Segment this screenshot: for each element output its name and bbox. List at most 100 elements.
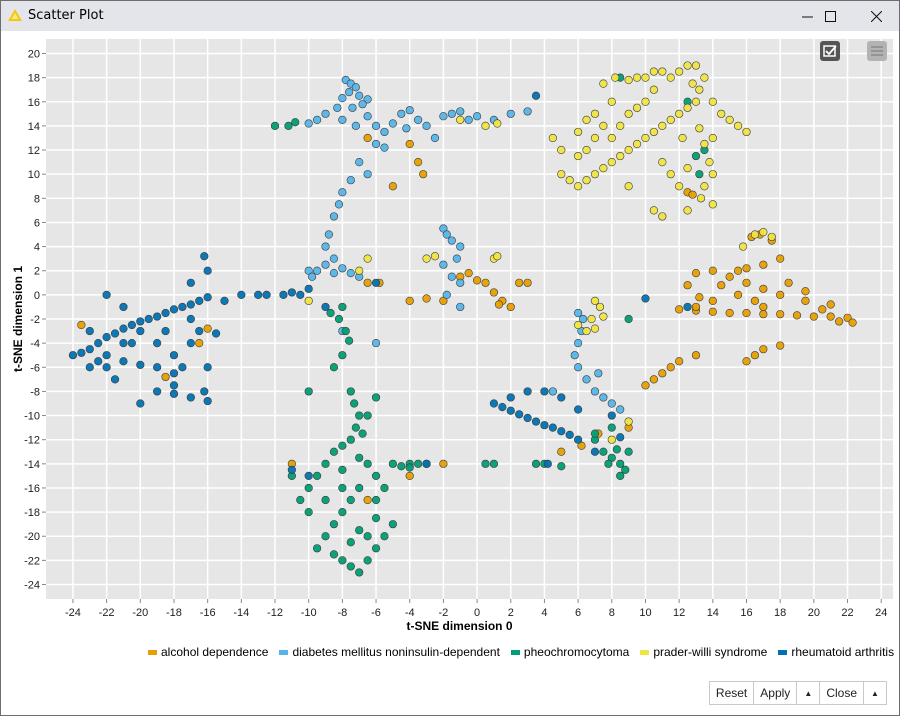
data-point <box>203 266 212 275</box>
minimize-button[interactable] <box>784 1 830 31</box>
data-point <box>153 339 162 348</box>
data-point <box>582 145 591 155</box>
data-point <box>489 399 499 408</box>
data-point <box>696 194 706 203</box>
menu-button[interactable] <box>867 41 887 61</box>
data-point <box>776 310 785 319</box>
legend-item[interactable]: rheumatoid arthritis <box>778 645 894 659</box>
data-point <box>649 85 658 94</box>
close-button[interactable]: Close <box>819 681 864 705</box>
data-point <box>481 278 490 287</box>
data-point <box>574 435 583 444</box>
data-point <box>750 230 760 239</box>
data-point <box>296 495 305 505</box>
data-point <box>262 290 271 299</box>
close-window-button[interactable] <box>853 1 899 31</box>
data-point <box>759 345 768 354</box>
legend-item[interactable]: pheochromocytoma <box>510 645 629 659</box>
legend-item[interactable]: alcohol dependence <box>148 645 268 659</box>
data-point <box>582 115 591 124</box>
x-tick-label: 20 <box>808 607 820 619</box>
data-point <box>611 73 620 82</box>
data-point <box>624 109 633 118</box>
data-point <box>540 421 549 430</box>
y-tick-label: -24 <box>24 580 40 592</box>
data-point <box>338 441 347 450</box>
x-tick-label: 16 <box>740 607 752 619</box>
data-point <box>110 329 120 338</box>
data-point <box>195 326 204 336</box>
legend-swatch <box>640 649 650 655</box>
data-point <box>200 387 209 396</box>
data-point <box>759 228 768 237</box>
window-title: Scatter Plot <box>28 8 104 23</box>
data-point <box>649 206 658 215</box>
button-bar: Reset Apply ▲ Close ▲ <box>708 681 887 705</box>
data-point <box>776 290 785 299</box>
legend-item[interactable]: diabetes mellitus noninsulin-dependent <box>279 645 500 659</box>
data-point <box>599 79 608 88</box>
reset-button[interactable]: Reset <box>708 681 755 705</box>
legend-item[interactable]: prader-willi syndrome <box>640 645 767 659</box>
data-point <box>388 182 397 191</box>
maximize-button[interactable] <box>807 1 853 31</box>
data-point <box>304 296 313 305</box>
data-point <box>683 281 692 290</box>
data-point <box>683 206 692 215</box>
data-point <box>346 495 355 505</box>
data-point <box>616 405 625 414</box>
data-point <box>590 296 600 305</box>
close-dropdown-button[interactable]: ▲ <box>863 681 887 705</box>
x-tick-label: 4 <box>541 607 547 619</box>
data-point <box>442 290 451 299</box>
data-point <box>708 133 717 143</box>
data-point <box>414 459 423 468</box>
data-point <box>304 119 313 128</box>
x-tick-label: 12 <box>673 607 685 619</box>
apply-dropdown-button[interactable]: ▲ <box>796 681 821 705</box>
data-point <box>304 471 313 480</box>
data-point <box>414 158 423 167</box>
data-point <box>632 73 642 82</box>
data-point <box>422 459 431 468</box>
data-point <box>380 483 389 493</box>
y-axis-label: t-SNE dimension 1 <box>11 266 25 372</box>
data-point <box>456 242 465 251</box>
data-point <box>675 305 684 314</box>
data-point <box>447 236 456 245</box>
data-point <box>675 182 684 191</box>
data-point <box>733 266 743 275</box>
scatter-plot[interactable]: -24 -22 -20 -18 -16 -14 -12 -10 -8 -6 -4 -2 0 2 4 6 8 10 1… <box>1 31 899 631</box>
y-tick-label: 0 <box>34 290 40 302</box>
data-point <box>599 164 608 173</box>
data-point <box>371 495 381 505</box>
data-point <box>397 462 406 471</box>
data-point <box>94 339 103 348</box>
data-point <box>574 127 583 137</box>
data-point <box>363 556 372 565</box>
data-point <box>307 272 317 281</box>
data-point <box>127 339 136 348</box>
x-tick-label: -2 <box>439 607 449 619</box>
data-point <box>304 387 313 396</box>
data-point <box>110 375 120 384</box>
data-point <box>506 109 515 118</box>
data-point <box>348 103 357 112</box>
data-point <box>607 399 616 408</box>
data-point <box>675 357 684 366</box>
x-tick-label: -16 <box>200 607 216 619</box>
data-point <box>346 538 355 547</box>
data-point <box>574 405 583 414</box>
data-point <box>321 109 330 118</box>
data-point <box>338 465 347 474</box>
apply-button[interactable]: Apply <box>753 681 798 705</box>
selection-toggle-button[interactable] <box>820 41 840 61</box>
data-point <box>127 320 136 330</box>
data-point <box>835 317 844 326</box>
data-point <box>594 369 603 378</box>
data-point <box>691 302 701 312</box>
data-point <box>688 190 697 199</box>
data-point <box>506 302 515 312</box>
data-point <box>405 463 414 472</box>
